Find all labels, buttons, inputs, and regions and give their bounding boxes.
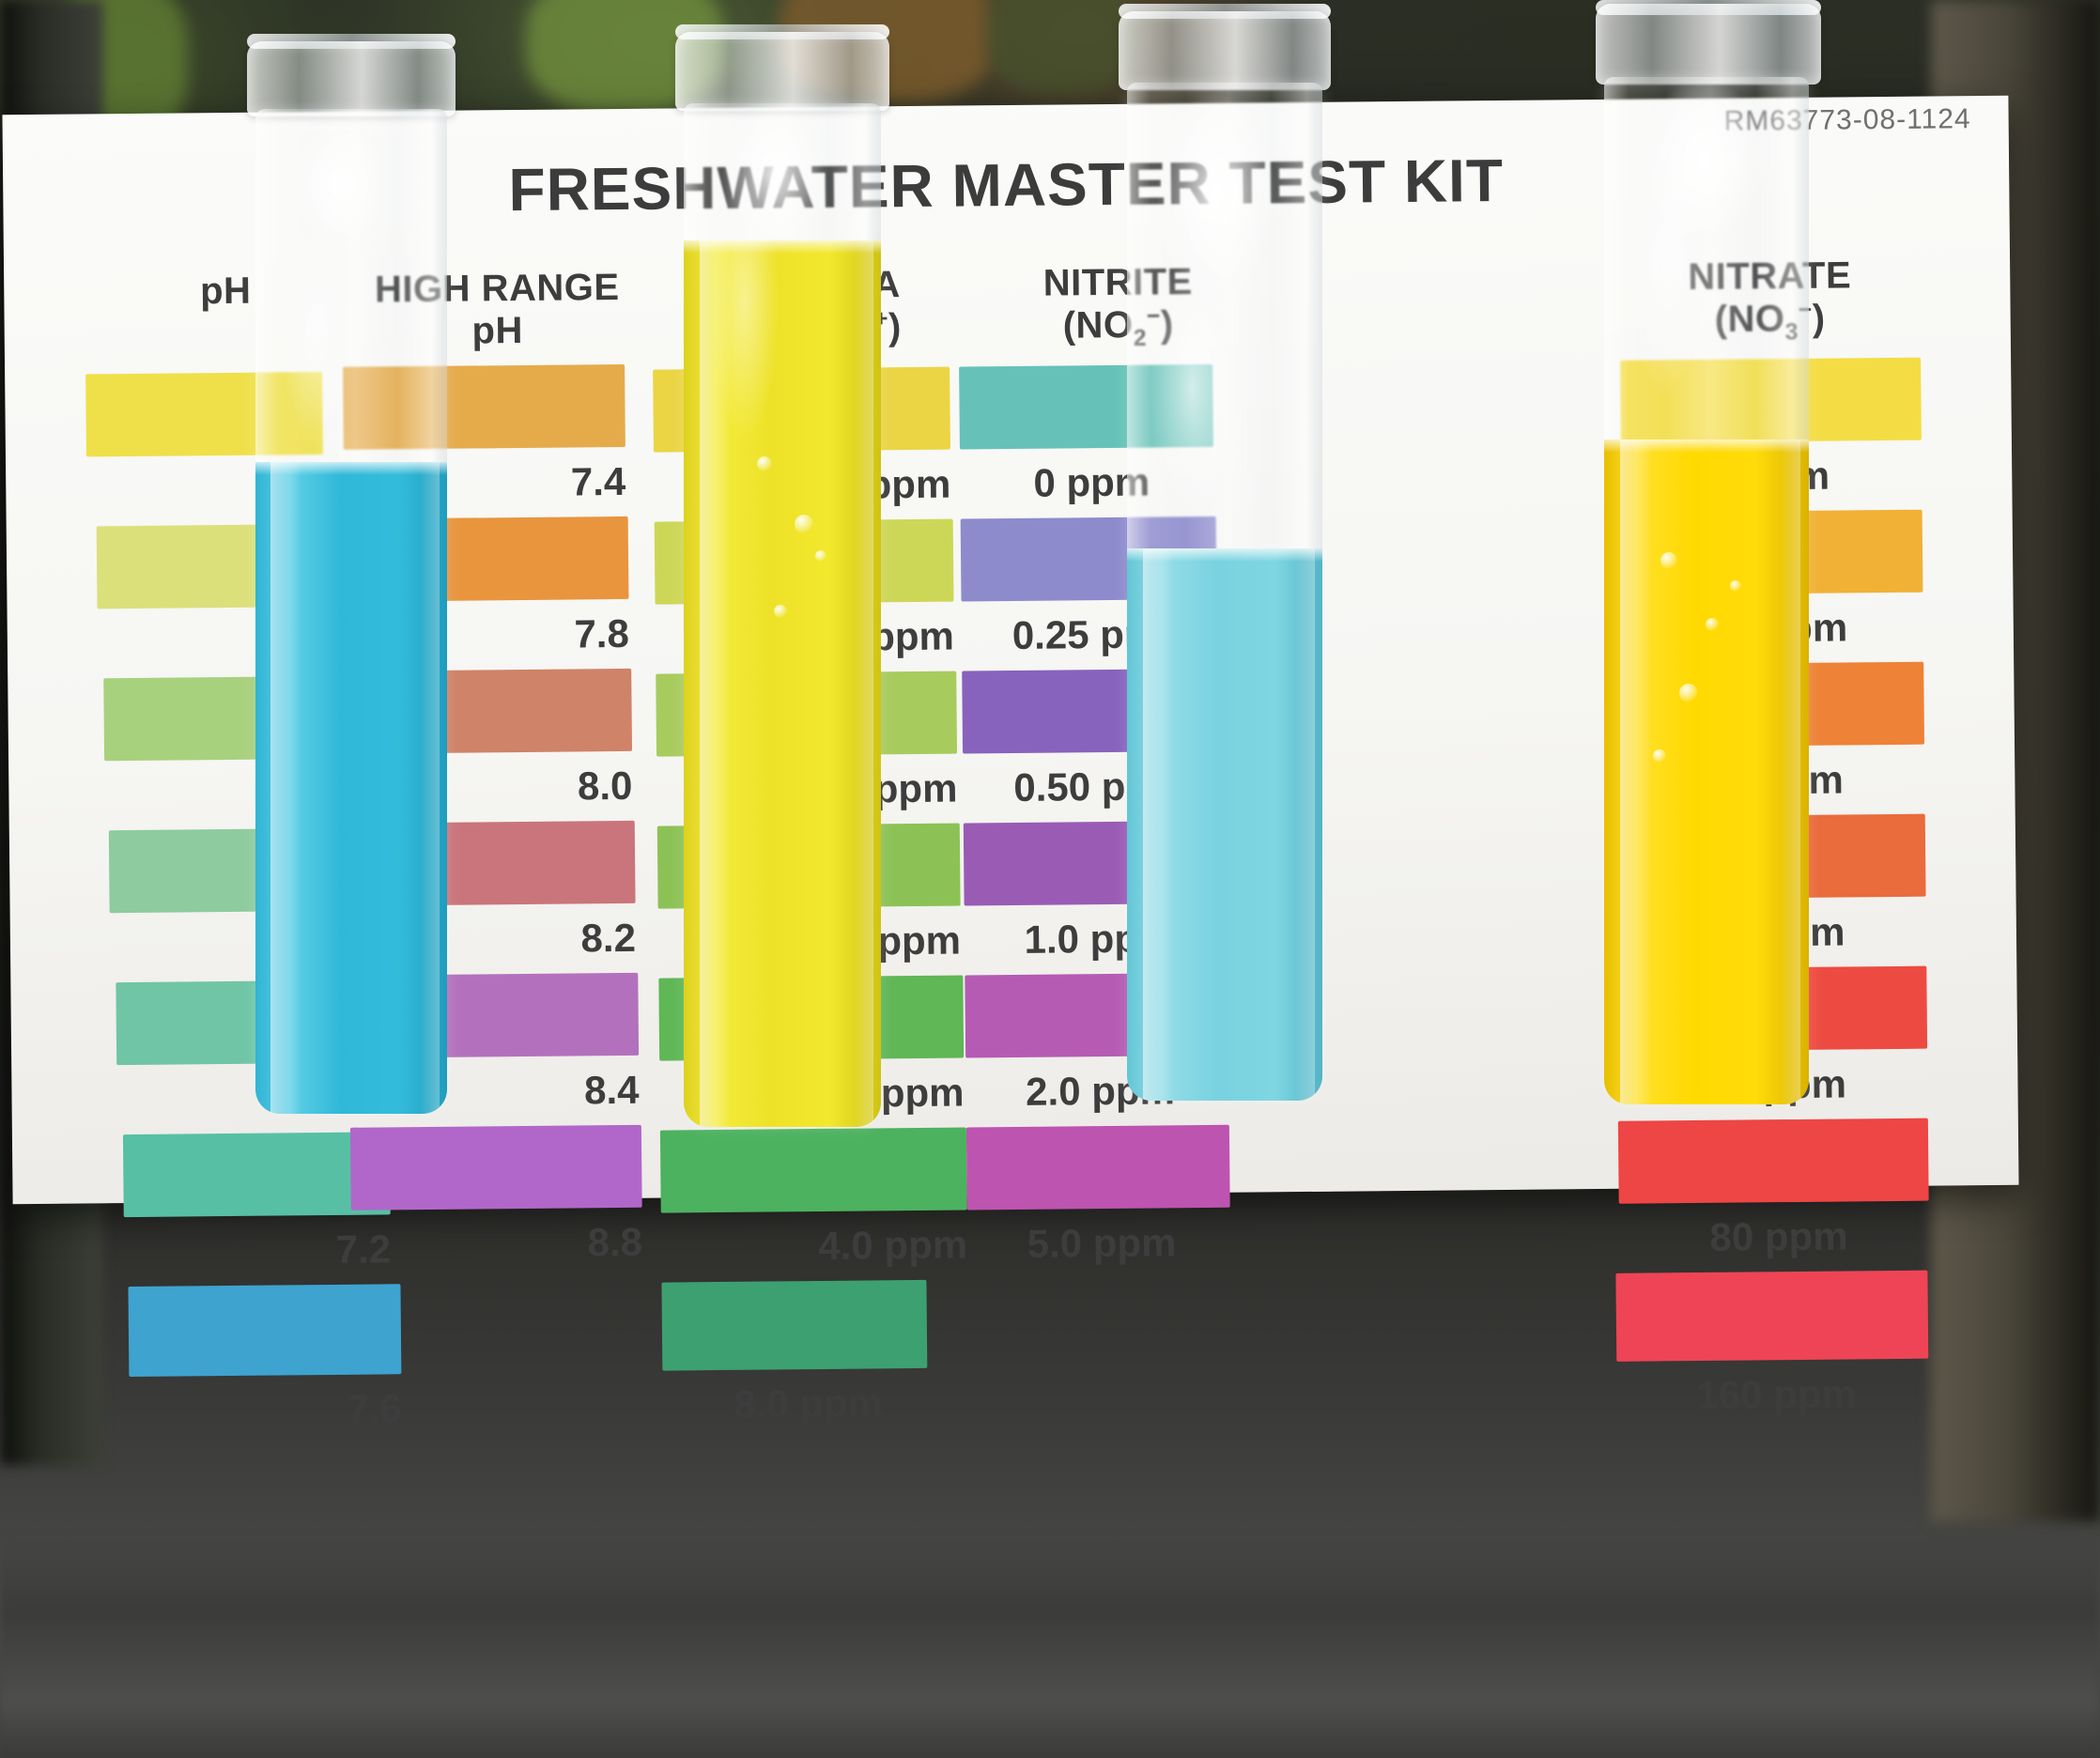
label-ph-7-6: 7.6	[347, 1386, 402, 1431]
swatch-hrph-8-8	[349, 1124, 642, 1211]
tube-no3-bubble-5	[1653, 749, 1666, 763]
tube-hrph-bubble-2	[795, 515, 813, 533]
tube-nh3-meniscus	[1127, 548, 1322, 562]
label-nh3-8-0: 8.0 ppm	[733, 1380, 884, 1426]
tube-hrph-liquid	[684, 240, 881, 1127]
tube-nh3-body	[1127, 83, 1322, 1101]
tube-ph-meniscus	[255, 462, 447, 475]
tube-hrph-body	[684, 103, 881, 1127]
tube-nh3-liquid	[1127, 548, 1322, 1101]
swatch-no3-80	[1617, 1118, 1929, 1204]
plant-blur-4	[986, 0, 1136, 94]
label-no3-160: 160 ppm	[1696, 1371, 1858, 1417]
tube-no3-bubble-3	[1679, 684, 1698, 702]
tube-no3-liquid	[1604, 440, 1809, 1104]
tube-ph-body	[255, 109, 447, 1114]
tube-ph-gloss	[282, 222, 347, 447]
label-nh3-4-0: 4.0 ppm	[818, 1222, 968, 1268]
swatch-nh3-4-0	[659, 1127, 967, 1213]
tube-no3-meniscus	[1604, 440, 1809, 453]
swatch-no2-5-0	[965, 1124, 1230, 1211]
tube-no3-cap[interactable]	[1596, 4, 1821, 85]
tube-nh3-cap[interactable]	[1119, 11, 1331, 90]
tube-ph-liquid	[255, 462, 447, 1114]
swatch-no3-160	[1615, 1270, 1929, 1362]
swatch-nh3-8-0	[661, 1279, 928, 1371]
tube-hrph-cap[interactable]	[675, 32, 889, 111]
label-hrph-8-8: 8.8	[587, 1219, 643, 1264]
tube-no3-gloss-2	[1642, 77, 1764, 246]
tube-no3-body	[1604, 77, 1809, 1104]
background-table-surface	[0, 1533, 2100, 1758]
label-no3-80: 80 ppm	[1709, 1213, 1848, 1259]
tube-hrph-bubble-4	[815, 550, 826, 562]
swatch-ph-7-6	[128, 1284, 402, 1377]
tube-no3-bubble-2	[1706, 618, 1719, 631]
tube-ph-gloss-2	[293, 128, 387, 240]
tube-hrph-bubble-1	[757, 456, 772, 471]
tube-ph-cap[interactable]	[247, 41, 456, 116]
label-no2-5-0: 5.0 ppm	[1027, 1220, 1177, 1266]
tube-no3-bubble-1	[1660, 552, 1677, 569]
tube-hrph-meniscus	[684, 240, 881, 254]
tube-hrph-bubble-3	[774, 605, 787, 618]
tube-nh3-gloss-2	[1155, 92, 1277, 299]
tube-hrph-gloss-2	[721, 103, 825, 244]
tube-no3-bubble-4	[1730, 580, 1741, 592]
